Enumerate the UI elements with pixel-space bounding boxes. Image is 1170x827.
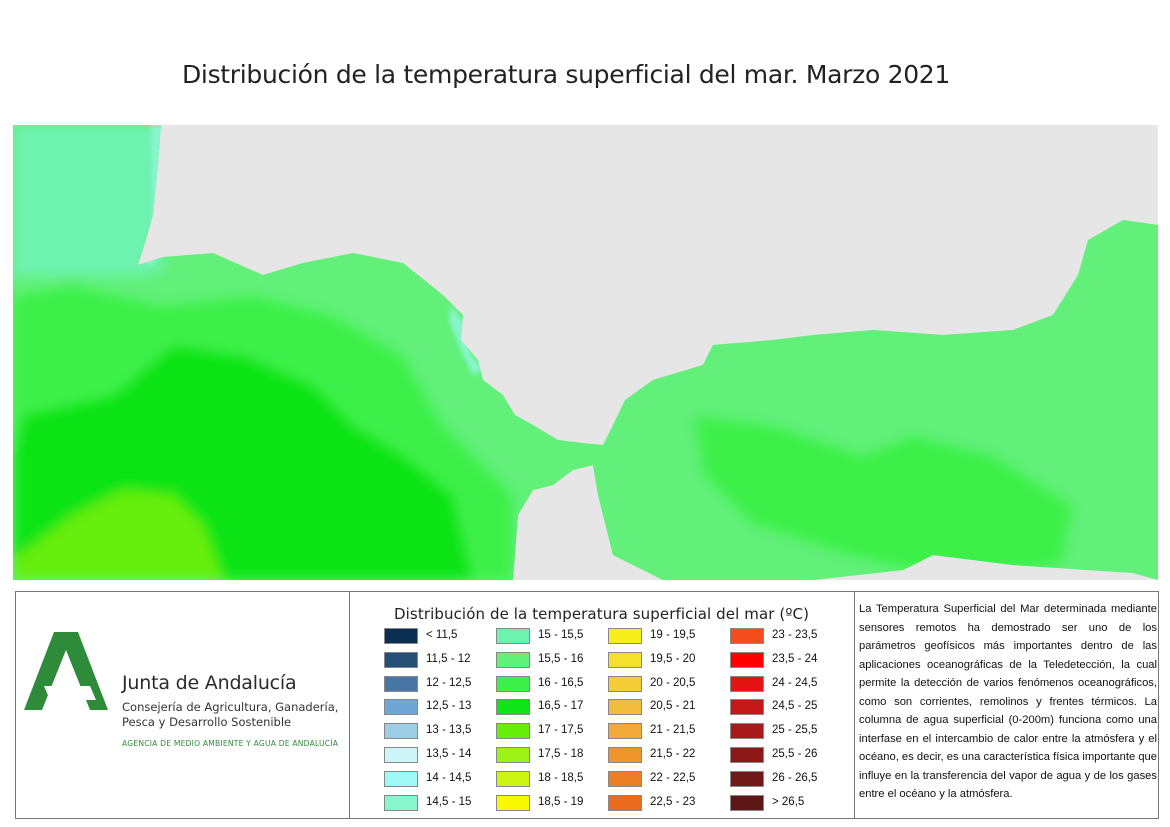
legend-label: 16 - 16,5 xyxy=(538,676,584,689)
legend-swatch xyxy=(730,675,764,692)
legend-swatch xyxy=(496,723,530,740)
legend-label: 20 - 20,5 xyxy=(650,676,696,689)
map-canvas xyxy=(13,125,1158,580)
legend-label: 22,5 - 23 xyxy=(650,795,696,808)
legend-label: 25 - 25,5 xyxy=(772,724,818,737)
description-text: La Temperatura Superficial del Mar deter… xyxy=(859,603,1157,800)
legend-swatch xyxy=(608,794,642,811)
legend-label: 12,5 - 13 xyxy=(426,700,472,713)
legend-swatch xyxy=(496,770,530,787)
legend-swatch xyxy=(608,747,642,763)
legend-label: 15,5 - 16 xyxy=(538,652,584,665)
legend-swatch xyxy=(384,723,418,740)
department-name: Consejería de Agricultura, Ganadería, Pe… xyxy=(122,700,338,730)
legend-swatch xyxy=(730,747,764,763)
organization-name: Junta de Andalucía xyxy=(122,672,297,694)
legend-swatch xyxy=(730,628,764,644)
sea-zone-17-17_5 xyxy=(13,490,223,580)
legend-label: 16,5 - 17 xyxy=(538,700,584,713)
legend-swatch xyxy=(384,628,418,644)
legend-label: 14 - 14,5 xyxy=(426,771,472,784)
legend: Distribución de la temperatura superfici… xyxy=(350,592,855,818)
legend-swatch xyxy=(384,699,418,716)
legend-label: 25,5 - 26 xyxy=(772,748,818,760)
legend-label: 26 - 26,5 xyxy=(772,771,818,784)
legend-swatch xyxy=(730,770,764,787)
department-line-2: Pesca y Desarrollo Sostenible xyxy=(122,715,292,729)
legend-swatch xyxy=(608,770,642,787)
legend-label: 17 - 17,5 xyxy=(538,724,584,737)
legend-swatch xyxy=(730,699,764,716)
department-line-1: Consejería de Agricultura, Ganadería, xyxy=(122,700,339,714)
legend-swatch xyxy=(496,651,530,668)
legend-label: 14,5 - 15 xyxy=(426,795,472,808)
logo-block: Junta de Andalucía Consejería de Agricul… xyxy=(16,592,350,818)
legend-label: < 11,5 xyxy=(426,629,458,641)
legend-label: 19 - 19,5 xyxy=(650,629,696,641)
legend-label: 11,5 - 12 xyxy=(426,652,471,665)
legend-swatch xyxy=(608,675,642,692)
description-block: La Temperatura Superficial del Mar deter… xyxy=(855,592,1160,818)
legend-label: 22 - 22,5 xyxy=(650,771,696,784)
sea-temperature-map[interactable] xyxy=(13,125,1158,580)
legend-label: 17,5 - 18 xyxy=(538,748,584,760)
legend-swatch xyxy=(608,723,642,740)
legend-swatch xyxy=(384,651,418,668)
legend-title: Distribución de la temperatura superfici… xyxy=(394,605,810,623)
legend-label: 21,5 - 22 xyxy=(650,748,696,760)
legend-swatch xyxy=(608,699,642,716)
legend-label: 18,5 - 19 xyxy=(538,795,584,808)
legend-label: 18 - 18,5 xyxy=(538,771,584,784)
legend-swatch xyxy=(608,651,642,668)
legend-swatch xyxy=(730,723,764,740)
legend-label: 12 - 12,5 xyxy=(426,676,472,689)
legend-swatch xyxy=(496,794,530,811)
legend-label: 23,5 - 24 xyxy=(772,652,818,665)
legend-swatch xyxy=(496,675,530,692)
legend-swatch xyxy=(496,699,530,716)
legend-swatch xyxy=(730,651,764,668)
legend-label: 24 - 24,5 xyxy=(772,676,818,689)
junta-andalucia-logo-icon xyxy=(24,632,108,710)
legend-swatch xyxy=(384,747,418,763)
legend-swatch xyxy=(384,794,418,811)
legend-swatch xyxy=(730,794,764,811)
legend-swatch xyxy=(496,628,530,644)
page-title: Distribución de la temperatura superfici… xyxy=(181,60,951,89)
legend-swatch xyxy=(496,747,530,763)
sea-zone-16-16_5-east xyxy=(693,415,1073,580)
legend-label: 20,5 - 21 xyxy=(650,700,696,713)
legend-label: 24,5 - 25 xyxy=(772,700,818,713)
legend-label: 19,5 - 20 xyxy=(650,652,696,665)
legend-label: > 26,5 xyxy=(772,795,805,808)
sea-zone-15-15_5-north xyxy=(13,125,163,295)
legend-swatch xyxy=(384,675,418,692)
info-panel: Junta de Andalucía Consejería de Agricul… xyxy=(15,591,1159,819)
legend-swatch xyxy=(608,628,642,644)
legend-label: 15 - 15,5 xyxy=(538,629,584,641)
legend-label: 13,5 - 14 xyxy=(426,748,472,760)
legend-label: 13 - 13,5 xyxy=(426,724,472,737)
agency-name: AGENCIA DE MEDIO AMBIENTE Y AGUA DE ANDA… xyxy=(122,739,339,748)
legend-label: 21 - 21,5 xyxy=(650,724,696,737)
legend-label: 23 - 23,5 xyxy=(772,629,818,641)
legend-swatch xyxy=(384,770,418,787)
